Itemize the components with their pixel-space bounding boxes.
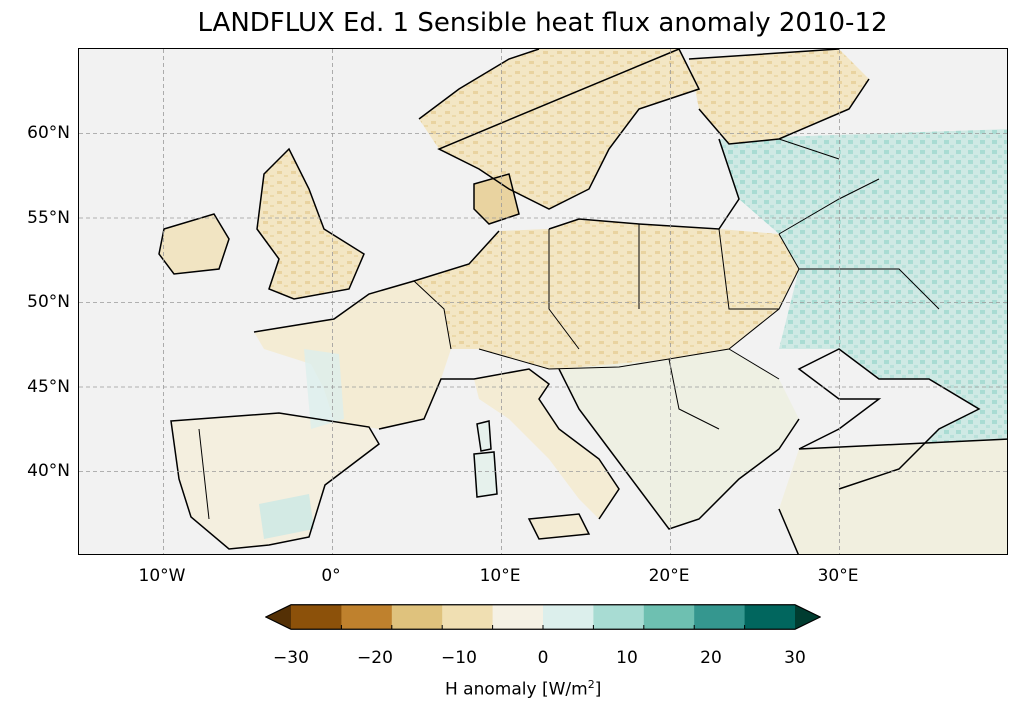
country-borders: [198, 138, 940, 520]
balkans-land: [559, 349, 799, 529]
colorbar-segment: [543, 604, 594, 630]
scandinavia-land: [419, 49, 699, 209]
lat-tick-label: 40°N: [27, 461, 70, 481]
colorbar: [265, 604, 821, 630]
map-panel: [78, 48, 1008, 555]
sicily-land: [529, 514, 589, 539]
colorbar-segment: [694, 604, 746, 630]
map-title: LANDFLUX Ed. 1 Sensible heat flux anomal…: [197, 8, 888, 38]
lon-tick-label: 10°W: [138, 566, 186, 586]
france-land: [254, 281, 451, 429]
turkey-land: [779, 439, 1007, 554]
iberia-land: [171, 413, 379, 549]
coastlines: [158, 49, 1007, 554]
europe-map: [79, 49, 1007, 554]
lat-tick-label: 45°N: [27, 377, 70, 397]
colorbar-extend-low: [265, 604, 291, 630]
colorbar-label: H anomaly [W/m2]: [445, 678, 602, 700]
denmark-land: [474, 174, 519, 224]
colorbar-segment: [492, 604, 544, 630]
colorbar-tick-label: −20: [357, 648, 393, 668]
west-france-teal: [304, 349, 344, 429]
colorbar-tick-label: 30: [784, 648, 806, 668]
colorbar-segment: [643, 604, 695, 630]
colorbar-tick-label: −10: [441, 648, 477, 668]
colorbar-tick-label: 0: [537, 648, 549, 668]
colorbar-tick-label: 20: [700, 648, 722, 668]
gridlines: [79, 49, 1007, 554]
italy-land: [474, 369, 619, 519]
colorbar-segment: [341, 604, 393, 630]
lat-tick-label: 55°N: [27, 208, 70, 228]
lon-tick-label: 20°E: [648, 566, 690, 586]
colorbar-segment: [442, 604, 494, 630]
great-britain-land: [257, 149, 364, 299]
colorbar-segment: [391, 604, 443, 630]
colorbar-segment: [291, 604, 342, 630]
lat-tick-label: 50°N: [27, 292, 70, 312]
lon-tick-label: 10°E: [479, 566, 521, 586]
sardinia-land: [474, 452, 497, 497]
colorbar-segments: [265, 604, 821, 630]
colorbar-segment: [593, 604, 645, 630]
finland-land: [689, 49, 869, 144]
lon-tick-label: 0°: [321, 566, 341, 586]
colorbar-tick-label: 10: [616, 648, 638, 668]
colorbar-segment: [744, 604, 796, 630]
ireland-land: [159, 214, 229, 274]
lat-tick-label: 60°N: [27, 123, 70, 143]
colorbar-tick-label: −30: [273, 648, 309, 668]
central-europe-land: [414, 219, 799, 369]
colorbar-extend-high: [795, 604, 821, 630]
land-areas: [159, 49, 1007, 554]
lon-tick-label: 30°E: [817, 566, 859, 586]
iberia-south-teal: [259, 494, 314, 539]
